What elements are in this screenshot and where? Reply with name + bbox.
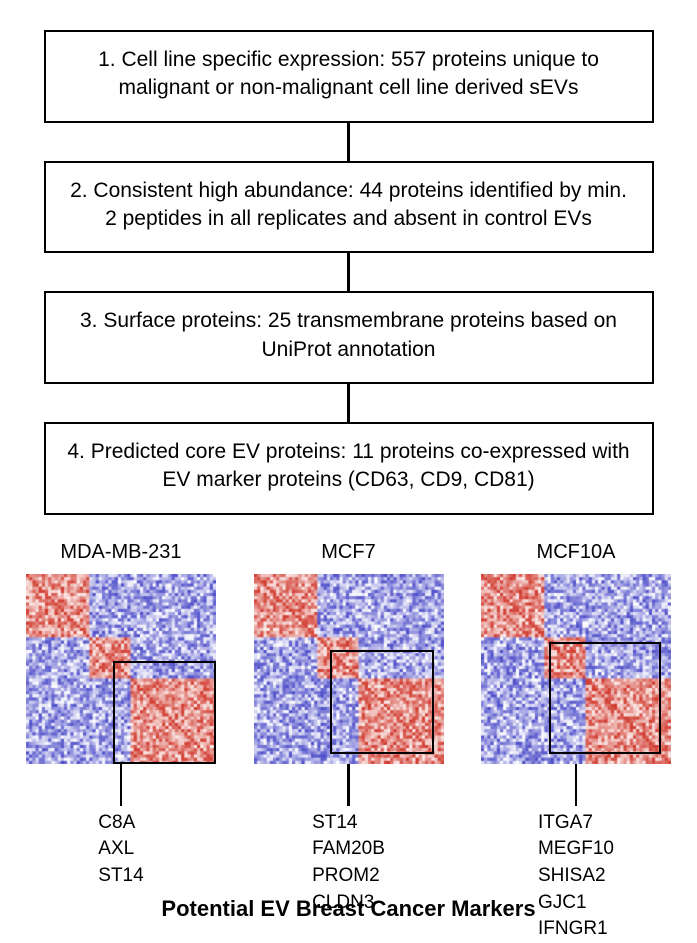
marker-item: C8A [98, 810, 143, 837]
marker-list-1: C8A AXL ST14 [98, 810, 143, 890]
heatmap-row: MDA-MB-231 C8A AXL ST14 MCF7 ST14 FAM20B [19, 541, 679, 943]
figure-caption: Potential EV Breast Cancer Markers [0, 896, 697, 922]
heatmap-panel-2: MCF7 ST14 FAM20B PROM2 CLDN3 [246, 541, 451, 943]
heatmap-leader-line [347, 764, 350, 806]
heatmap-title: MCF7 [321, 541, 375, 564]
heatmap-canvas [254, 574, 444, 764]
heatmap-title: MCF10A [537, 541, 616, 564]
heatmap-panel-3: MCF10A ITGA7 MEGF10 SHISA2 GJC1 IFNGR1 [474, 541, 679, 943]
marker-list-3: ITGA7 MEGF10 SHISA2 GJC1 IFNGR1 [538, 810, 614, 943]
flow-step-2: 2. Consistent high abundance: 44 protein… [44, 161, 654, 254]
flow-connector [347, 384, 350, 422]
marker-item: MEGF10 [538, 836, 614, 863]
marker-item: ST14 [98, 863, 143, 890]
flowchart: 1. Cell line specific expression: 557 pr… [0, 30, 697, 515]
heatmap-canvas [481, 574, 671, 764]
flow-step-1: 1. Cell line specific expression: 557 pr… [44, 30, 654, 123]
marker-item: FAM20B [312, 836, 385, 863]
heatmap-panel-1: MDA-MB-231 C8A AXL ST14 [19, 541, 224, 943]
marker-item: PROM2 [312, 863, 385, 890]
flow-step-4: 4. Predicted core EV proteins: 11 protei… [44, 422, 654, 515]
marker-item: ITGA7 [538, 810, 614, 837]
flow-connector [347, 123, 350, 161]
heatmap-wrap [26, 574, 216, 764]
figure-page: 1. Cell line specific expression: 557 pr… [0, 0, 697, 940]
marker-item: AXL [98, 836, 143, 863]
marker-item: SHISA2 [538, 863, 614, 890]
flow-connector [347, 253, 350, 291]
heatmap-canvas [26, 574, 216, 764]
flow-step-3: 3. Surface proteins: 25 transmembrane pr… [44, 291, 654, 384]
heatmap-title: MDA-MB-231 [60, 541, 181, 564]
heatmap-leader-line [575, 764, 578, 806]
heatmap-wrap [254, 574, 444, 764]
heatmap-wrap [481, 574, 671, 764]
marker-item: ST14 [312, 810, 385, 837]
heatmap-leader-line [120, 764, 123, 806]
